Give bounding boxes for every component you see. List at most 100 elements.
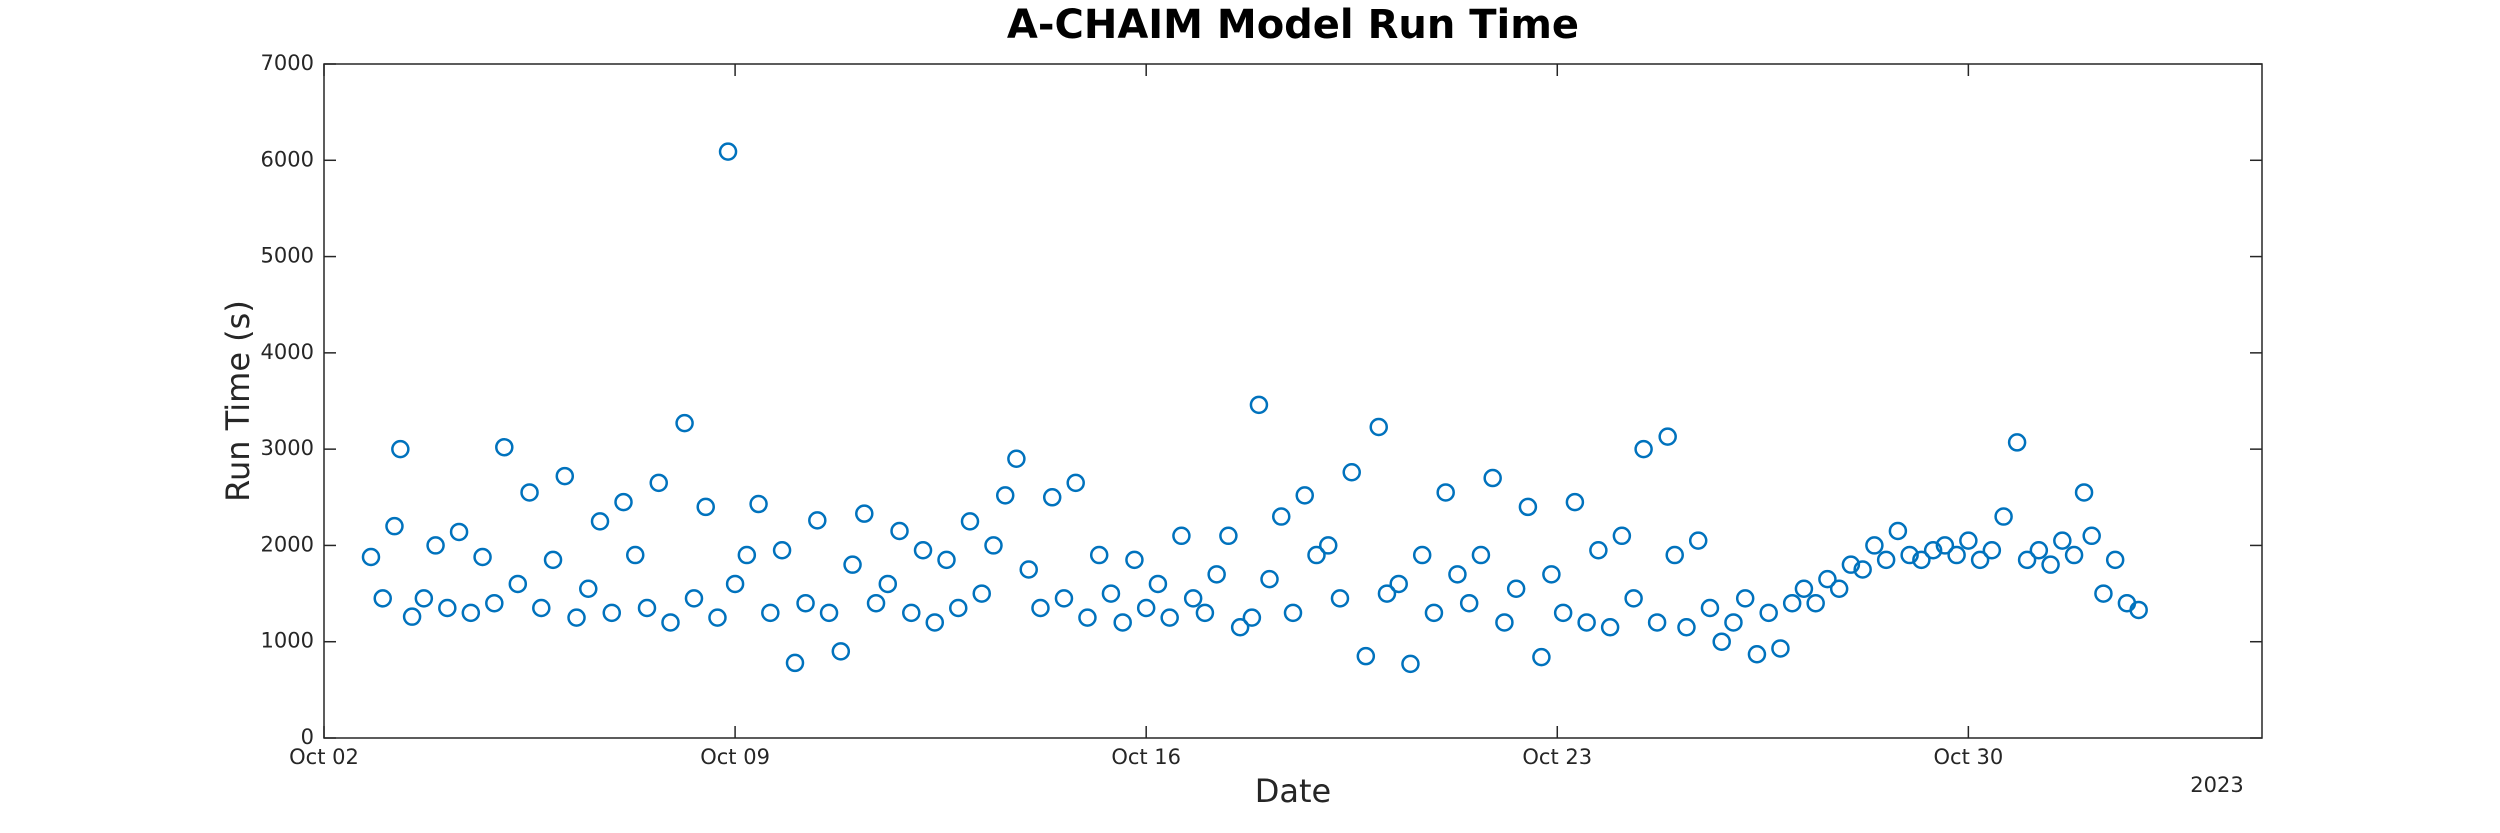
point	[708, 608, 727, 627]
point	[626, 545, 645, 565]
point	[737, 545, 757, 565]
point	[902, 603, 921, 623]
point	[461, 603, 481, 623]
point	[402, 607, 422, 626]
point	[1841, 555, 1861, 574]
point	[391, 439, 410, 459]
point	[1019, 560, 1038, 579]
point	[473, 547, 492, 567]
point	[2105, 550, 2125, 570]
point	[414, 589, 434, 608]
point	[1970, 550, 1990, 570]
point	[1412, 545, 1432, 565]
point	[1078, 608, 1097, 627]
point	[761, 603, 780, 623]
point	[1677, 618, 1696, 637]
point	[1994, 507, 2013, 526]
point	[2007, 433, 2027, 452]
point	[725, 574, 745, 594]
point	[1031, 598, 1050, 618]
point	[696, 497, 715, 517]
point	[785, 653, 805, 673]
point	[772, 540, 792, 560]
point	[913, 540, 933, 560]
point	[1356, 646, 1376, 666]
point	[2094, 584, 2113, 603]
point	[1436, 483, 1455, 502]
y-tick-label: 1000	[261, 629, 314, 653]
x-tick-label: Oct 16	[1111, 745, 1181, 769]
point	[361, 547, 381, 567]
point	[718, 142, 738, 161]
point	[1307, 545, 1326, 565]
point	[1735, 589, 1755, 608]
point	[1401, 654, 1420, 674]
point	[890, 521, 909, 541]
axes-box	[323, 63, 2263, 739]
point	[543, 550, 563, 570]
point	[2053, 531, 2072, 550]
point	[1249, 395, 1269, 415]
point	[1724, 613, 1743, 632]
y-tick-label: 3000	[261, 436, 314, 460]
point	[1853, 560, 1872, 579]
point	[385, 516, 404, 536]
point	[438, 598, 457, 618]
point	[972, 584, 991, 603]
point	[1900, 545, 1919, 565]
point	[1495, 613, 1514, 632]
y-tick-label: 7000	[261, 51, 314, 75]
point	[1125, 550, 1144, 570]
point	[855, 504, 874, 523]
point	[1759, 603, 1778, 623]
point	[878, 574, 898, 594]
point	[1283, 603, 1303, 623]
point	[649, 473, 668, 493]
point	[1295, 486, 1314, 505]
point	[1459, 593, 1479, 613]
point	[1148, 574, 1168, 594]
point	[614, 492, 633, 512]
point	[2064, 545, 2084, 565]
point	[555, 466, 575, 486]
point	[1007, 449, 1026, 469]
point	[1377, 584, 1397, 603]
point	[1577, 613, 1596, 632]
y-tick-label: 0	[301, 725, 314, 749]
point	[1782, 593, 1802, 613]
point	[1042, 488, 1062, 507]
point	[1389, 574, 1408, 594]
point	[1888, 521, 1908, 541]
point	[1712, 632, 1731, 651]
point	[1565, 492, 1585, 512]
point	[1771, 639, 1790, 658]
point	[2041, 555, 2060, 574]
point	[1066, 473, 1085, 493]
point	[426, 536, 445, 555]
point	[1634, 439, 1653, 459]
point	[1794, 579, 1814, 599]
point	[1959, 531, 1978, 550]
point	[866, 593, 886, 613]
point	[1113, 613, 1132, 632]
point	[1935, 536, 1955, 555]
point	[532, 598, 551, 618]
point	[1318, 536, 1338, 555]
point	[1658, 427, 1677, 446]
point	[2129, 600, 2148, 620]
x-tick-label: Oct 02	[289, 745, 359, 769]
point	[1172, 526, 1191, 546]
point	[1260, 569, 1279, 589]
point	[675, 413, 694, 433]
point	[1542, 565, 1561, 584]
point	[2074, 483, 2094, 502]
point	[937, 550, 956, 570]
point	[1471, 545, 1491, 565]
point	[1612, 526, 1632, 546]
point	[819, 603, 839, 623]
point	[1700, 598, 1720, 618]
point	[1912, 550, 1931, 570]
point	[1272, 507, 1291, 526]
point	[984, 536, 1003, 555]
point	[1747, 644, 1767, 664]
